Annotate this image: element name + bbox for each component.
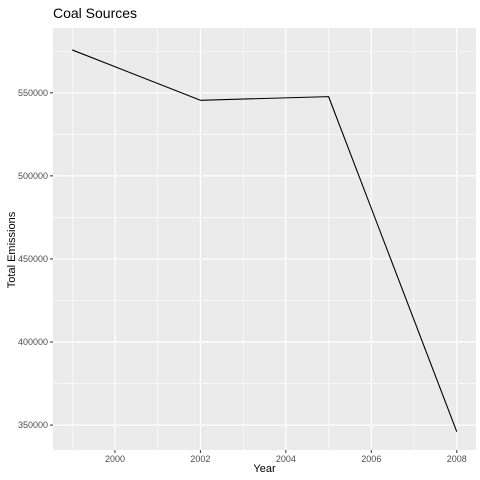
plot-panel <box>53 28 476 450</box>
chart-title: Coal Sources <box>53 5 137 21</box>
x-tick-label: 2000 <box>105 454 125 464</box>
y-axis: 350000 400000 450000 500000 550000 <box>18 88 53 430</box>
x-tick-label: 2004 <box>276 454 296 464</box>
x-tick-label: 2008 <box>447 454 467 464</box>
major-gridlines <box>53 28 476 450</box>
series-line <box>72 49 458 432</box>
series-layer <box>72 49 458 432</box>
y-tick-label: 550000 <box>18 88 48 98</box>
minor-gridlines <box>53 28 476 450</box>
y-tick-label: 400000 <box>18 337 48 347</box>
x-axis-title: Year <box>253 463 276 475</box>
y-tick-label: 500000 <box>18 171 48 181</box>
y-tick-label: 350000 <box>18 420 48 430</box>
x-axis: 2000 2002 2004 2006 2008 <box>105 450 467 464</box>
x-tick-label: 2006 <box>361 454 381 464</box>
y-tick-label: 450000 <box>18 254 48 264</box>
x-tick-label: 2002 <box>190 454 210 464</box>
y-axis-title: Total Emissions <box>6 211 18 288</box>
